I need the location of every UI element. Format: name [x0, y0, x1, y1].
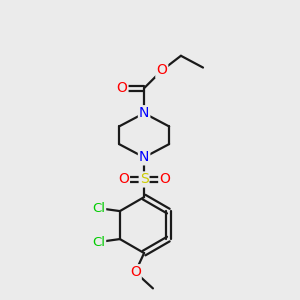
Text: S: S	[140, 172, 148, 186]
Text: Cl: Cl	[92, 202, 105, 215]
Text: O: O	[118, 172, 129, 186]
Text: O: O	[159, 172, 170, 186]
Text: N: N	[139, 106, 149, 120]
Text: Cl: Cl	[92, 236, 105, 248]
Text: O: O	[130, 265, 141, 279]
Text: N: N	[139, 150, 149, 164]
Text: O: O	[117, 81, 128, 95]
Text: O: O	[156, 64, 167, 77]
